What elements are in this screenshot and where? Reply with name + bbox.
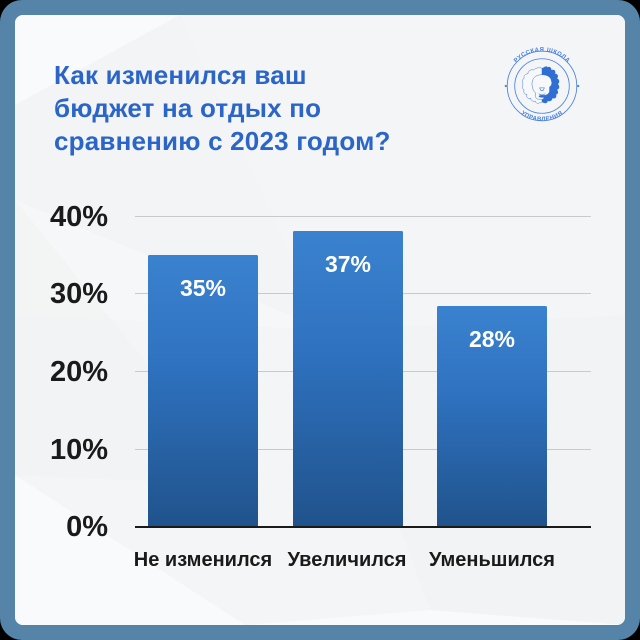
svg-text:РУССКАЯ ШКОЛА: РУССКАЯ ШКОЛА	[513, 47, 571, 64]
svg-text:УПРАВЛЕНИЯ: УПРАВЛЕНИЯ	[520, 110, 565, 122]
